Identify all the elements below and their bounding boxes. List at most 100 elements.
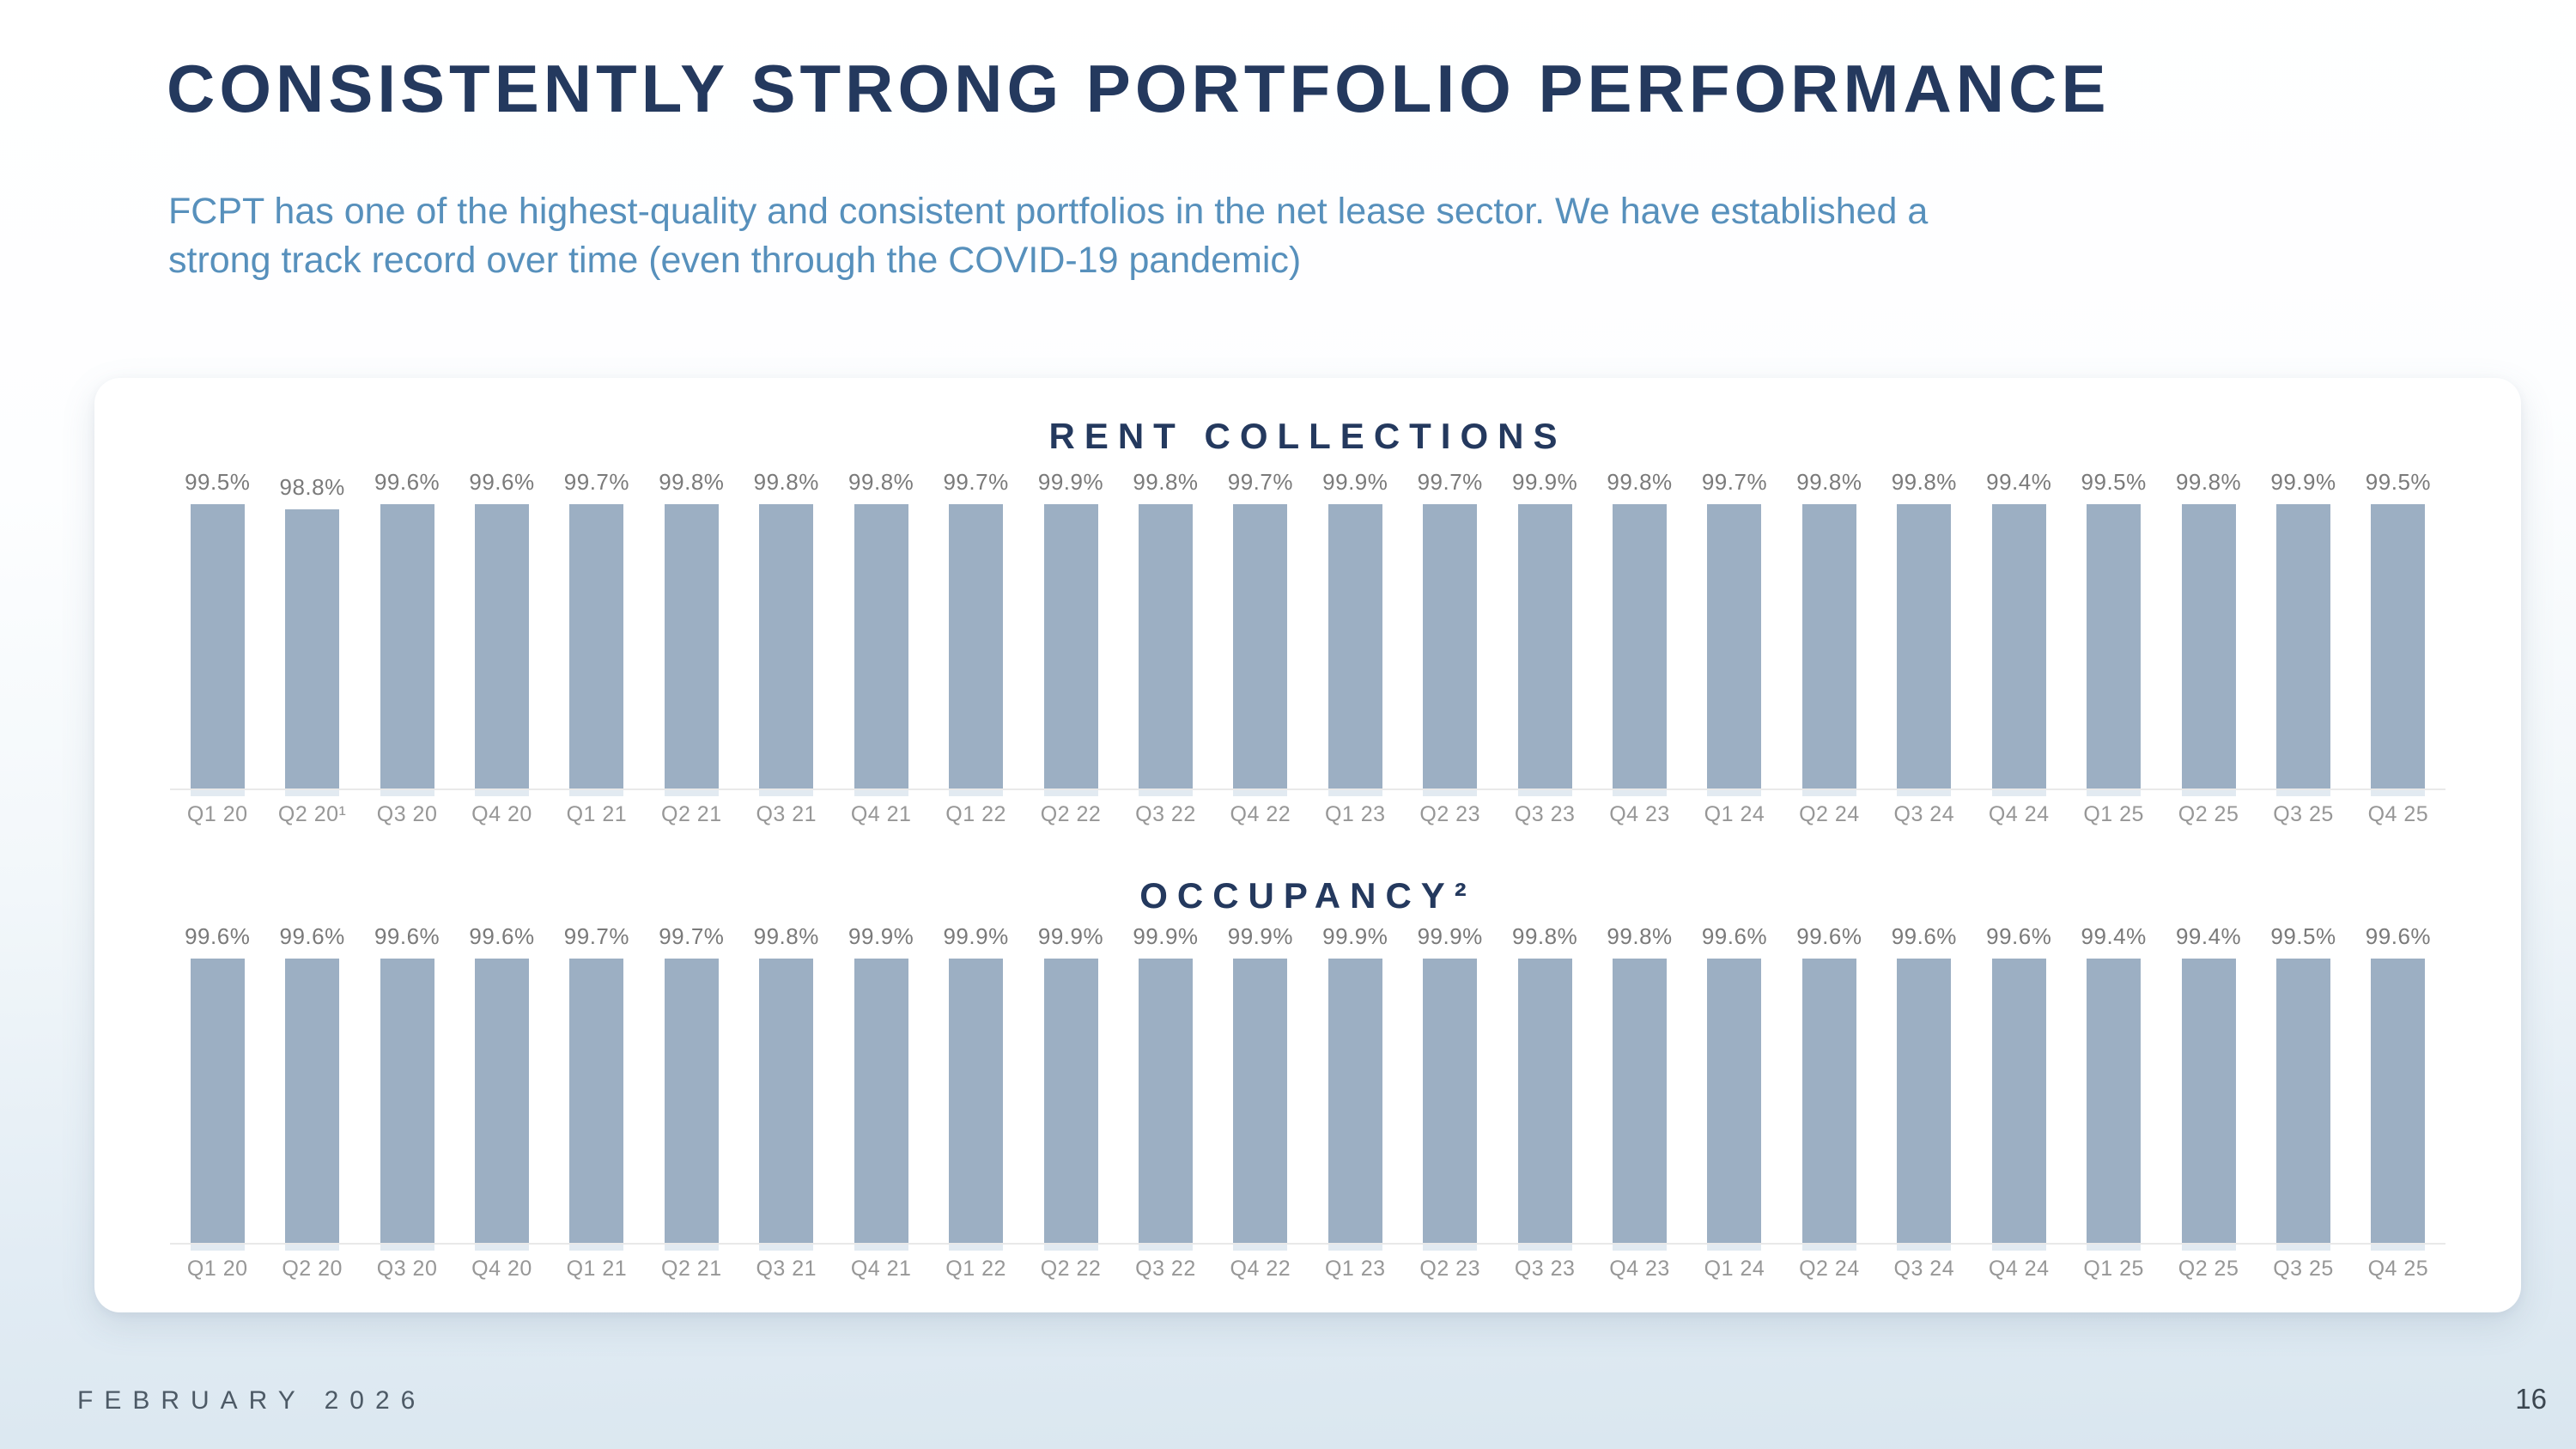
axis-tick (1043, 1245, 1098, 1251)
bar-value-label: 99.6% (469, 469, 535, 495)
axis-label-group: Q2 25 (2161, 790, 2256, 827)
axis-label-group: Q1 25 (2066, 790, 2160, 827)
bar-value-label: 99.9% (848, 923, 914, 949)
axis-label-group: Q1 22 (928, 1245, 1023, 1282)
bar-group: 99.5% (2066, 469, 2160, 788)
bar-value-label: 99.7% (1227, 469, 1293, 495)
axis-label: Q3 22 (1135, 802, 1196, 826)
bar-group: 99.7% (1402, 469, 1497, 788)
axis-tick (474, 790, 529, 796)
bar (1991, 959, 2046, 1243)
bar-value-label: 99.4% (1986, 469, 2052, 495)
axis-label-group: Q3 22 (1118, 1245, 1212, 1282)
bar-group: 99.8% (1877, 469, 1971, 788)
bar (2371, 504, 2426, 788)
bar-group: 99.6% (1971, 923, 2066, 1243)
bar (474, 504, 529, 788)
bar-group: 99.8% (739, 469, 834, 788)
bar-group: 99.8% (1782, 469, 1876, 788)
bar (190, 504, 245, 788)
axis-label-group: Q3 24 (1877, 790, 1971, 827)
subtitle-line-2: strong track record over time (even thro… (168, 240, 1302, 281)
charts-card: RENT COLLECTIONS 99.5% 98.8% 99.6% 99.6% 99.… (94, 378, 2521, 1312)
bar-group: 99.8% (644, 469, 738, 788)
bar (1233, 504, 1288, 788)
axis-label: Q2 21 (661, 802, 722, 826)
rent-collections-bars-row: 99.5% 98.8% 99.6% 99.6% 99.7% 99.8% 99.8% 99.8%… (170, 469, 2445, 790)
axis-label-group: Q2 23 (1402, 790, 1497, 827)
axis-label-group: Q1 21 (550, 1245, 644, 1282)
bar-value-label: 99.5% (2081, 469, 2147, 495)
axis-tick (949, 790, 1004, 796)
axis-label: Q2 25 (2178, 1257, 2239, 1281)
axis-tick (569, 1245, 624, 1251)
axis-label-group: Q3 20 (360, 1245, 454, 1282)
bar-value-label: 99.6% (1796, 923, 1862, 949)
occupancy-bars-row: 99.6% 99.6% 99.6% 99.6% 99.7% 99.7% 99.8% 99.9%… (170, 923, 2445, 1245)
axis-label: Q1 23 (1324, 802, 1386, 826)
axis-tick (664, 790, 719, 796)
axis-label-group: Q1 24 (1687, 1245, 1782, 1282)
bar-value-label: 99.5% (185, 469, 251, 495)
axis-label: Q4 20 (471, 1257, 532, 1281)
axis-label: Q3 23 (1514, 1257, 1576, 1281)
axis-label: Q3 25 (2273, 802, 2334, 826)
axis-label: Q4 22 (1230, 1257, 1291, 1281)
bar-group: 99.9% (1308, 469, 1402, 788)
bar-value-label: 99.7% (943, 469, 1009, 495)
bar (1991, 504, 2046, 788)
axis-label-group: Q1 21 (550, 790, 644, 827)
axis-label: Q2 23 (1419, 802, 1480, 826)
bar-group: 99.4% (2066, 923, 2160, 1243)
axis-label-group: Q2 23 (1402, 1245, 1497, 1282)
bar-value-label: 98.8% (279, 474, 345, 500)
occupancy-chart-title: OCCUPANCY² (1139, 875, 1476, 916)
axis-label-group: Q4 25 (2351, 1245, 2445, 1282)
occupancy-chart: OCCUPANCY² 99.6% 99.6% 99.6% 99.6% 99.7% 99.7… (94, 827, 2521, 1282)
bar-group: 99.7% (550, 923, 644, 1243)
bar-value-label: 99.9% (1322, 923, 1388, 949)
axis-label-group: Q2 24 (1782, 790, 1876, 827)
bar (1138, 504, 1193, 788)
bar-value-label: 99.6% (2365, 923, 2432, 949)
axis-label: Q1 20 (186, 802, 248, 826)
axis-tick (1707, 1245, 1762, 1251)
bar-group: 99.9% (1024, 923, 1118, 1243)
bar-value-label: 99.7% (659, 923, 725, 949)
bar-group: 98.8% (264, 469, 359, 788)
bar-group: 99.6% (264, 923, 359, 1243)
bar-group: 99.8% (1118, 469, 1212, 788)
bar-group: 99.7% (928, 469, 1023, 788)
axis-label: Q4 20 (471, 802, 532, 826)
axis-label: Q2 25 (2178, 802, 2239, 826)
axis-label: Q4 24 (1988, 802, 2050, 826)
axis-label-group: Q2 24 (1782, 1245, 1876, 1282)
bar-value-label: 99.6% (279, 923, 345, 949)
axis-label: Q3 21 (756, 802, 817, 826)
axis-tick (1897, 1245, 1952, 1251)
axis-tick (1138, 1245, 1193, 1251)
axis-tick (2371, 1245, 2426, 1251)
axis-label: Q1 24 (1704, 802, 1765, 826)
bar-value-label: 99.6% (1701, 923, 1768, 949)
axis-tick (190, 790, 245, 796)
bar (1897, 959, 1952, 1243)
axis-tick (1327, 790, 1382, 796)
bar-group: 99.6% (2351, 923, 2445, 1243)
axis-label-group: Q4 22 (1213, 790, 1308, 827)
rent-collections-chart: RENT COLLECTIONS 99.5% 98.8% 99.6% 99.6% 99.… (94, 378, 2521, 827)
axis-tick (380, 790, 434, 796)
bar-value-label: 99.9% (1037, 923, 1104, 949)
bar-group: 99.8% (1592, 923, 1686, 1243)
bar (474, 959, 529, 1243)
bar-value-label: 99.6% (374, 469, 440, 495)
bar-group: 99.9% (1213, 923, 1308, 1243)
axis-label: Q1 21 (566, 1257, 628, 1281)
page-title: CONSISTENTLY STRONG PORTFOLIO PERFORMANC… (167, 51, 2111, 126)
axis-label: Q3 22 (1135, 1257, 1196, 1281)
bar (190, 959, 245, 1243)
rent-collections-axis-row: Q1 20 Q2 20¹ Q3 20 Q4 20 Q1 21 Q2 21 Q3 21 Q4 2… (170, 790, 2445, 827)
axis-label: Q4 25 (2367, 1257, 2429, 1281)
axis-tick (2087, 790, 2142, 796)
axis-label-group: Q3 21 (739, 790, 834, 827)
